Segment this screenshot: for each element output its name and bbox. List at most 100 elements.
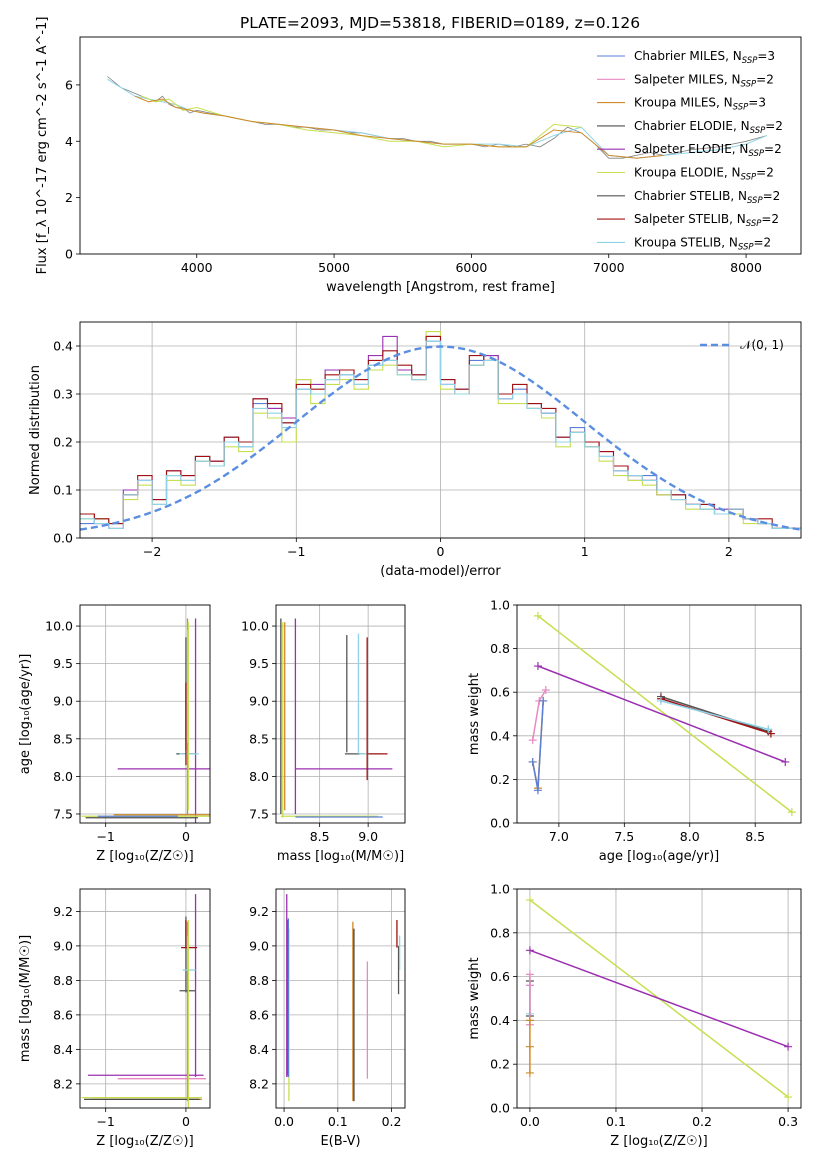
x-tick-label: 0 [182, 1114, 190, 1129]
data-point-marker [781, 757, 790, 766]
panel-age-vs-Z: −1 0 7.5 8.0 8.5 9.0 9.5 10.0 Z [log₁₀(Z/Z☉)] age… [18, 604, 211, 864]
legend-label: Kroupa ELODIE, NSSP=2 [634, 166, 774, 183]
y-tick-label: 8.4 [249, 1042, 269, 1057]
y-tick-label: 8.6 [53, 1007, 73, 1022]
y-tick-label: 8.0 [53, 769, 73, 784]
y-tick-label: 8.8 [53, 973, 73, 988]
marks-mass-vs-EBV [286, 894, 401, 1102]
y-tick-label: 7.5 [249, 806, 269, 821]
x-tick-label: 9.0 [358, 829, 378, 844]
x-tick-label: 0 [182, 829, 190, 844]
y-tick-label: 10.0 [45, 619, 73, 634]
x-axis-label: age [log₁₀(age/yr)] [599, 849, 720, 864]
panel-mass-vs-EBV: 0.0 0.1 0.2 8.2 8.4 8.6 8.8 9.0 9.2 E(B-V) [249, 888, 406, 1149]
data-point-marker [528, 736, 537, 745]
data-point-marker [525, 1016, 534, 1025]
x-axis-label: wavelength [Angstrom, rest frame] [326, 280, 555, 295]
y-tick-label: 8.2 [249, 1076, 269, 1091]
y-tick-label: 0.8 [490, 925, 510, 940]
y-tick-label: 9.5 [53, 656, 73, 671]
y-tick-label: 8.0 [249, 769, 269, 784]
x-axis-label: Z [log₁₀(Z/Z☉)] [96, 849, 193, 864]
y-tick-label: 0.1 [53, 483, 73, 498]
legend-label-subscript: SSP [748, 149, 764, 159]
legend-label-text: Chabrier ELODIE, N [634, 119, 750, 133]
axes-frame [79, 888, 211, 1109]
legend-label-text: Chabrier MILES, N [634, 49, 742, 63]
y-tick-label: 0.0 [490, 1101, 510, 1116]
x-tick-label: −1 [287, 544, 305, 559]
y-tick-label: 8.5 [249, 731, 269, 746]
x-tick-label: 8000 [730, 260, 762, 275]
y-tick-label: 0.6 [490, 969, 510, 984]
data-point-marker [533, 662, 542, 671]
y-axis-label: mass weight [467, 957, 482, 1039]
x-tick-label: 0.0 [274, 1114, 294, 1129]
data-point-marker [656, 696, 665, 705]
panel-massweight-vs-Z: 0.0 0.1 0.2 0.3 0.0 0.2 0.4 0.6 0.8 1.0 Z [log₁₀(Z… [467, 882, 802, 1149]
data-point-marker [525, 946, 534, 955]
data-point-marker [528, 757, 537, 766]
y-tick-label: 0.6 [490, 685, 510, 700]
marks-massweight-vs-Z [525, 895, 793, 1102]
x-tick-label: 0.2 [382, 1114, 402, 1129]
data-point-marker [764, 725, 773, 734]
x-axis-label: (data-model)/error [380, 564, 501, 579]
panel-massweight-vs-age: 7.0 7.5 8.0 8.5 0.0 0.2 0.4 0.6 0.8 1.0 age [log₁₀… [467, 598, 802, 864]
y-tick-label: 8.5 [53, 731, 73, 746]
marks-spectrum [107, 76, 767, 159]
legend-label: Chabrier STELIB, NSSP=2 [634, 189, 780, 206]
legend-label-suffix: =3 [748, 96, 766, 110]
figure-title: PLATE=2093, MJD=53818, FIBERID=0189, z=0… [240, 14, 640, 32]
marks-age-vs-Z [81, 618, 210, 823]
axes-frame [275, 604, 406, 824]
y-axis-label: age [log₁₀(age/yr)] [18, 654, 33, 775]
y-tick-label: 0.0 [490, 816, 510, 831]
legend-label-text: Salpeter MILES, N [634, 72, 741, 86]
legend-label-suffix: =2 [756, 166, 774, 180]
series-kroupa-stelib [660, 700, 769, 731]
legend-label-text: Chabrier STELIB, N [634, 189, 747, 203]
series-salpeter-elodie [529, 949, 789, 1048]
x-tick-label: 5000 [318, 260, 350, 275]
legend-label: 𝒩(0, 1) [740, 338, 784, 352]
legend-label: Kroupa MILES, NSSP=3 [634, 96, 766, 113]
y-tick-label: 0.0 [53, 531, 73, 546]
panel-mass-vs-Z: −1 0 8.2 8.4 8.6 8.8 9.0 9.2 Z [log₁₀(Z/Z☉)] mass… [18, 888, 211, 1149]
data-point-marker [525, 981, 534, 990]
marks-age-vs-mass [280, 618, 393, 818]
y-axis-label: mass [log₁₀(M/M☉)] [18, 935, 33, 1062]
x-tick-label: 0.2 [692, 1114, 712, 1129]
legend-label: Salpeter MILES, NSSP=2 [634, 72, 774, 89]
y-axis-label: Normed distribution [28, 365, 43, 495]
y-tick-label: 0.8 [490, 641, 510, 656]
y-tick-label: 9.0 [53, 694, 73, 709]
data-point-marker [525, 895, 534, 904]
marks-massweight-vs-age [528, 611, 796, 817]
x-tick-label: 0.0 [520, 1114, 540, 1129]
data-point-marker [784, 1093, 793, 1102]
x-axis-label: Z [log₁₀(Z/Z☉)] [96, 1134, 193, 1149]
legend-label-subscript: SSP [742, 56, 758, 66]
legend-label: Kroupa STELIB, NSSP=2 [634, 235, 771, 252]
y-tick-label: 0.4 [490, 1013, 510, 1028]
legend-label: Chabrier ELODIE, NSSP=2 [634, 119, 783, 136]
y-tick-label: 9.2 [249, 904, 269, 919]
y-tick-label: 10.0 [241, 619, 269, 634]
y-tick-label: 9.0 [249, 938, 269, 953]
x-tick-label: −1 [96, 1114, 114, 1129]
y-tick-label: 0.4 [490, 728, 510, 743]
x-tick-label: 0.3 [778, 1114, 798, 1129]
axes-frame [79, 604, 211, 824]
y-tick-label: 9.2 [53, 904, 73, 919]
x-tick-label: 0.1 [606, 1114, 626, 1129]
legend-label-text: Salpeter ELODIE, N [634, 142, 748, 156]
y-tick-label: 8.6 [249, 1007, 269, 1022]
y-tick-label: 0.2 [490, 1057, 510, 1072]
x-axis-label: mass [log₁₀(M/M☉)] [277, 849, 404, 864]
y-tick-label: 0.3 [53, 387, 73, 402]
x-tick-label: 2 [725, 544, 733, 559]
panel-residuals: −2 −1 0 1 2 0.0 0.1 0.2 0.3 0.4 (data-model)/error… [28, 321, 802, 579]
